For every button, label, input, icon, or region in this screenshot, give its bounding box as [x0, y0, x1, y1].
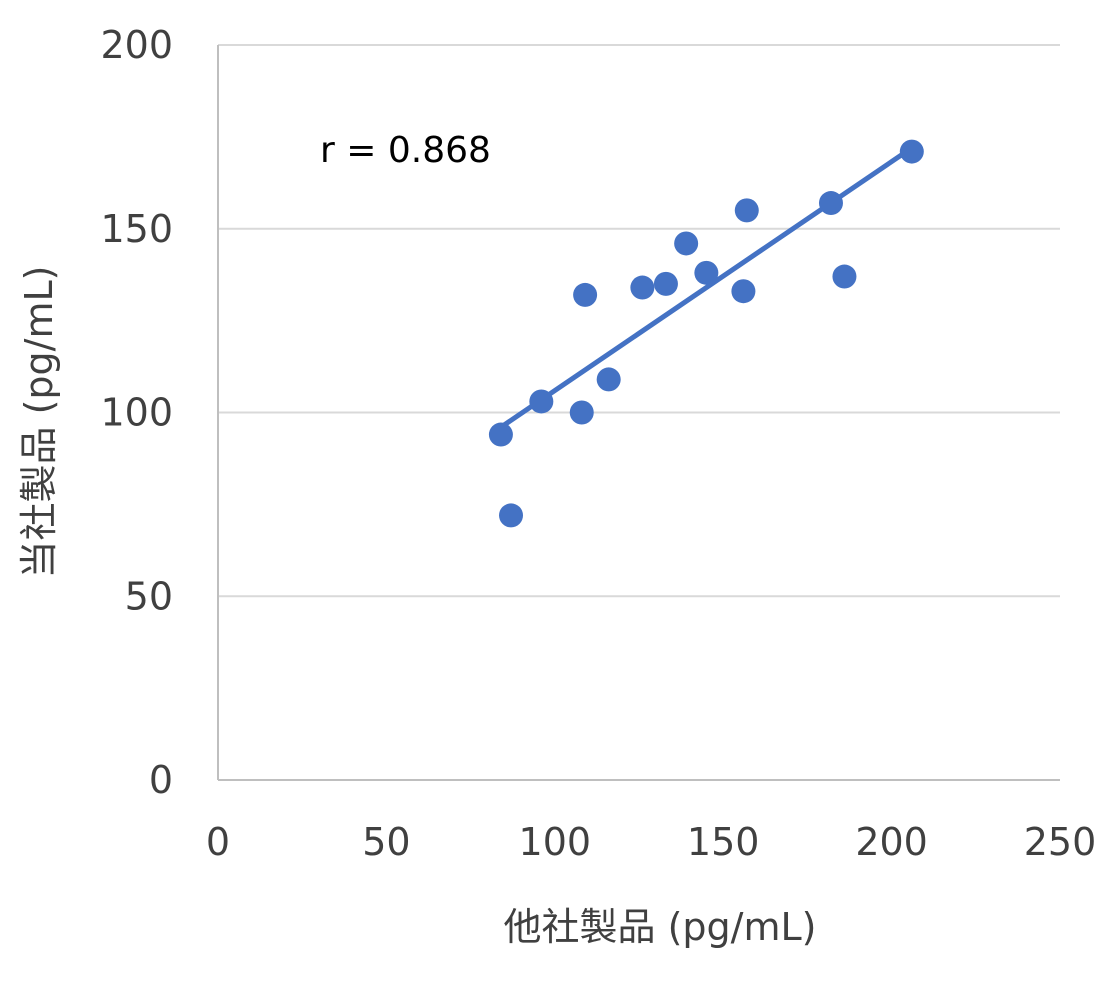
trendline-group [498, 145, 915, 430]
x-tick-label: 50 [362, 820, 410, 864]
x-tick-label: 150 [687, 820, 760, 864]
data-point [731, 279, 756, 304]
data-point [499, 503, 524, 528]
y-tick-label: 100 [100, 391, 173, 435]
data-point [630, 275, 655, 300]
data-point [488, 422, 513, 447]
data-point [694, 260, 719, 285]
data-point [818, 191, 843, 216]
y-tick-label: 0 [149, 758, 173, 802]
data-point [899, 139, 924, 164]
data-point [573, 282, 598, 307]
data-point [832, 264, 857, 289]
trendline [498, 145, 915, 430]
data-point [653, 271, 678, 296]
y-axis-title: 当社製品 (pg/mL) [17, 266, 61, 579]
x-tick-label: 100 [519, 820, 592, 864]
data-point [569, 400, 594, 425]
axes [217, 45, 1060, 781]
y-tick-label: 200 [100, 23, 173, 67]
x-axis-title: 他社製品 (pg/mL) [504, 905, 817, 949]
data-point [734, 198, 759, 223]
y-tick-label: 50 [125, 574, 173, 618]
data-point [529, 389, 554, 414]
gridlines [218, 44, 1060, 598]
x-tick-label: 250 [1024, 820, 1097, 864]
data-point [596, 367, 621, 392]
tick-labels: 0 50 100 150 200 0 50 100 150 200 250 [100, 23, 1096, 864]
x-tick-label: 200 [855, 820, 928, 864]
correlation-annotation: r = 0.868 [320, 130, 491, 171]
x-tick-label: 0 [206, 820, 230, 864]
data-points [488, 139, 924, 528]
data-point [674, 231, 699, 256]
y-tick-label: 150 [100, 207, 173, 251]
